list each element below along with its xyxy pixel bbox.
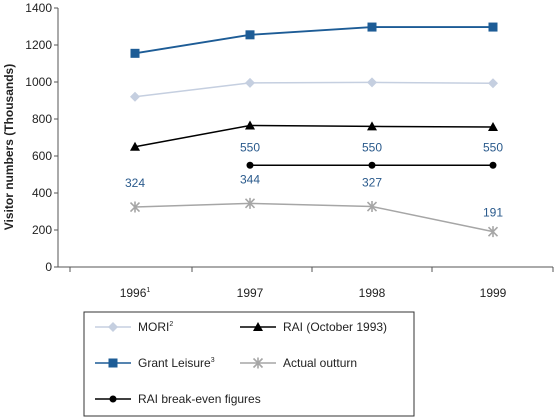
legend-item: Actual outturn (240, 356, 357, 370)
data-point (130, 91, 140, 102)
data-point (245, 120, 255, 130)
data-label: 550 (483, 140, 503, 154)
series-line (134, 26, 493, 55)
x-tick-label: 19961 (120, 286, 151, 300)
legend-item: MORI2 (95, 320, 173, 334)
x-tick-label: 1998 (359, 286, 386, 300)
legend-box (83, 311, 415, 417)
y-tick-label: 1400 (25, 1, 52, 15)
series-line (134, 124, 494, 148)
data-label: 550 (362, 140, 382, 154)
data-point (487, 226, 499, 238)
data-point (488, 22, 498, 32)
data-point (245, 77, 255, 88)
data-point (488, 121, 498, 131)
data-point (367, 22, 377, 32)
legend-marker (252, 357, 264, 369)
legend-item: RAI (October 1993) (240, 320, 387, 334)
axes (54, 7, 554, 272)
legend-label: RAI (October 1993) (283, 320, 387, 334)
series-line (134, 81, 494, 98)
data-label: 344 (240, 172, 260, 186)
series-mori (130, 77, 498, 102)
data-point (366, 201, 378, 213)
x-tick-label: 1997 (237, 286, 264, 300)
data-point (246, 161, 254, 169)
series-group: 324 344 327 191 550 550 550 (125, 22, 503, 238)
data-point (368, 161, 376, 169)
x-tick-labels: 19961 1997 1998 1999 (120, 286, 507, 300)
series-actual-outturn: 324 344 327 191 (125, 172, 503, 238)
legend-label: Actual outturn (283, 356, 357, 370)
series-grant-leisure (130, 22, 498, 58)
legend-label: MORI2 (138, 320, 173, 334)
legend-item: RAI break-even figures (95, 392, 261, 406)
y-tick-label: 1000 (25, 75, 52, 89)
data-label: 191 (483, 206, 503, 220)
data-label: 324 (125, 176, 145, 190)
y-tick-label: 600 (32, 149, 52, 163)
data-point (367, 121, 377, 131)
y-tick-label: 200 (32, 223, 52, 237)
data-point (489, 161, 497, 169)
data-point (245, 30, 255, 40)
series-rai-break-even-figures: 550 550 550 (240, 140, 503, 169)
data-point (130, 48, 140, 58)
series-line (134, 202, 494, 233)
legend-marker (108, 322, 118, 332)
legend: MORI2 RAI (October 1993) Grant Leisure3 Act… (83, 311, 415, 417)
y-axis-label: Visitor numbers (Thousands) (2, 64, 16, 230)
data-label: 550 (240, 140, 260, 154)
data-point (129, 201, 141, 213)
y-tick-labels: 0 200 400 600 800 1000 1200 1400 (25, 1, 52, 274)
legend-label: Grant Leisure3 (138, 356, 215, 370)
data-point (367, 77, 377, 88)
y-tick-label: 800 (32, 112, 52, 126)
legend-marker (253, 322, 263, 331)
y-tick-label: 1200 (25, 38, 52, 52)
legend-marker (109, 395, 117, 403)
x-tick-label: 1999 (480, 286, 507, 300)
legend-item: Grant Leisure3 (95, 356, 215, 370)
y-tick-label: 0 (45, 260, 52, 274)
data-point (488, 78, 498, 89)
series-rai-october-1993 (130, 120, 498, 151)
data-label: 327 (362, 176, 382, 190)
y-tick-label: 400 (32, 186, 52, 200)
data-point (130, 141, 140, 151)
legend-marker (108, 358, 118, 368)
legend-label: RAI break-even figures (138, 392, 261, 406)
data-point (244, 197, 256, 209)
